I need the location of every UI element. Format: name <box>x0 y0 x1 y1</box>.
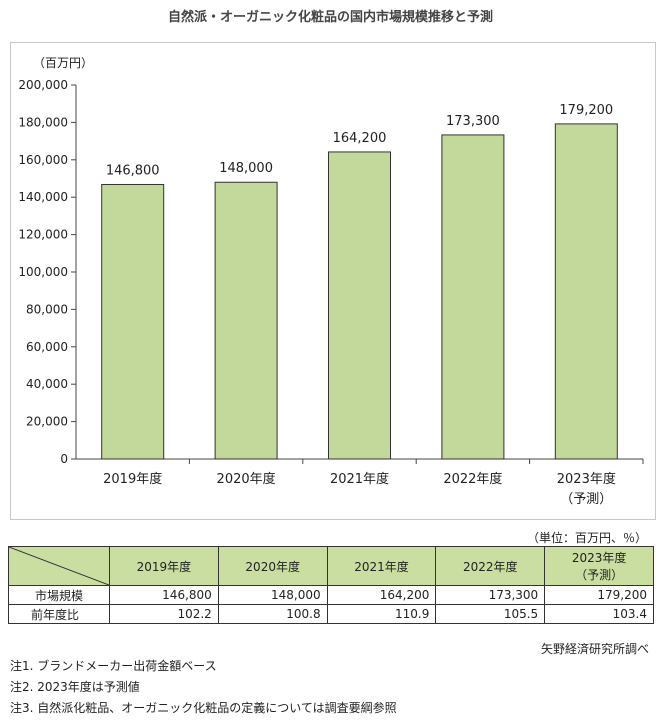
bar <box>214 181 278 460</box>
table-header-2023: 2023年度 （予測） <box>544 546 654 586</box>
y-tick-label: 20,000 <box>26 415 68 429</box>
y-axis-label: （百万円） <box>33 56 93 70</box>
table-cell: 102.2 <box>109 604 219 624</box>
table-header-2022: 2022年度 <box>435 546 546 586</box>
y-tick-label: 100,000 <box>18 265 68 279</box>
table-cell: 173,300 <box>435 585 546 605</box>
table-header-row: 2019年度 2020年度 2021年度 2022年度 2023年度 （予測） <box>8 546 654 586</box>
chart-area: （百万円） 0 20,000 40,000 60,000 80,000 100,000 120… <box>10 42 656 520</box>
x-tick-label: 2021年度 <box>330 471 389 487</box>
note-1: 注1. ブランドメーカー出荷金額ベース <box>10 659 217 673</box>
y-tick-label: 40,000 <box>26 377 68 391</box>
y-tick-label: 60,000 <box>26 340 68 354</box>
table-corner-cell <box>8 546 110 586</box>
table-cell: 148,000 <box>217 585 328 605</box>
bar <box>554 123 618 460</box>
y-tick-label: 200,000 <box>18 78 68 92</box>
diagonal-line <box>9 547 109 585</box>
table-header-2021: 2021年度 <box>326 546 437 586</box>
bar-chart: （百万円） 0 20,000 40,000 60,000 80,000 100,000 120… <box>18 56 644 507</box>
notes: 注1. ブランドメーカー出荷金額ベース 注2. 2023年度は予測値 注3. 自… <box>10 656 397 719</box>
y-tick-label: 120,000 <box>18 228 68 242</box>
data-label: 179,200 <box>559 103 613 118</box>
table-header-2023-forecast: （予測） <box>575 568 624 582</box>
note-2: 注2. 2023年度は予測値 <box>10 680 140 694</box>
table-cell: 103.4 <box>544 604 654 624</box>
row-label-market-size: 市場規模 <box>8 585 110 605</box>
table-row-market-size: 市場規模 146,800 148,000 164,200 173,300 179… <box>8 585 654 605</box>
table-header-2023-year: 2023年度 <box>571 551 627 565</box>
data-label: 173,300 <box>446 114 500 129</box>
y-tick-label: 160,000 <box>18 153 68 167</box>
row-label-yoy: 前年度比 <box>8 604 110 624</box>
table-cell: 164,200 <box>326 585 437 605</box>
table-cell: 105.5 <box>435 604 546 624</box>
source-credit: 矢野経済研究所調べ <box>540 642 649 656</box>
unit-label: （単位：百万円、％） <box>526 531 647 545</box>
x-tick-label: 2019年度 <box>103 471 162 487</box>
y-tick-label: 140,000 <box>18 190 68 204</box>
table-cell: 110.9 <box>326 604 437 624</box>
data-label: 164,200 <box>333 131 387 146</box>
data-label: 148,000 <box>219 161 273 176</box>
data-table: 2019年度 2020年度 2021年度 2022年度 2023年度 （予測） … <box>8 546 654 624</box>
table-header-2020: 2020年度 <box>217 546 328 586</box>
y-tick-label: 180,000 <box>18 115 68 129</box>
x-tick-label: 2020年度 <box>217 471 276 487</box>
x-tick-label: 2023年度 <box>557 471 616 487</box>
x-tick-label: 2022年度 <box>443 471 502 487</box>
bar <box>101 183 165 460</box>
table-cell: 146,800 <box>109 585 219 605</box>
y-tick-label: 80,000 <box>26 302 68 316</box>
table-row-yoy: 前年度比 102.2 100.8 110.9 105.5 103.4 <box>8 604 654 624</box>
bar <box>441 134 505 460</box>
table-cell: 100.8 <box>217 604 328 624</box>
bar <box>328 151 391 460</box>
note-3: 注3. 自然派化粧品、オーガニック化粧品の定義については調査要綱参照 <box>10 701 397 715</box>
x-tick-sublabel: （予測） <box>560 492 612 507</box>
table-cell: 179,200 <box>544 585 654 605</box>
data-label: 146,800 <box>106 163 160 178</box>
chart-title: 自然派・オーガニック化粧品の国内市場規模推移と予測 <box>167 10 493 25</box>
y-tick-label: 0 <box>60 452 68 466</box>
table-header-2019: 2019年度 <box>109 546 219 586</box>
